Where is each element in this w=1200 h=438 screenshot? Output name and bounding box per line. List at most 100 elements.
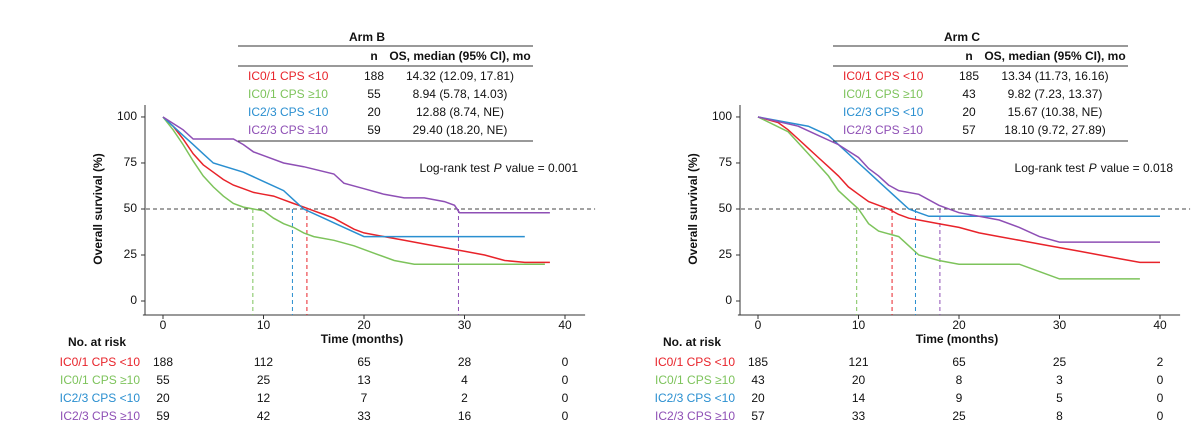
risk-count: 20 (156, 391, 170, 405)
risk-label: IC2/3 CPS ≥10 (60, 409, 140, 423)
survival-curve (162, 116, 525, 238)
y-axis-label: Overall survival (%) (686, 153, 700, 264)
risk-count: 112 (254, 355, 273, 369)
table-os: 12.88 (8.74, NE) (416, 105, 504, 119)
risk-count: 4 (461, 373, 468, 387)
risk-count: 188 (153, 355, 173, 369)
annotation-italic: P (494, 161, 502, 175)
table-title: Arm C (944, 30, 980, 44)
survival-curve (757, 116, 1160, 243)
risk-count: 2 (461, 391, 468, 405)
risk-count: 25 (257, 373, 271, 387)
legend-label: IC0/1 CPS ≥10 (248, 87, 328, 101)
risk-count: 14 (852, 391, 866, 405)
table-n: 185 (959, 69, 979, 83)
table-n: 20 (367, 105, 381, 119)
table-header: OS, median (95% CI), mo (389, 49, 530, 63)
table-n: 59 (367, 123, 381, 137)
risk-count: 0 (562, 391, 569, 405)
risk-count: 2 (1157, 355, 1164, 369)
risk-count: 57 (751, 409, 765, 423)
x-tick-label: 40 (1153, 318, 1167, 332)
y-tick-label: 50 (719, 201, 733, 215)
x-axis-label: Time (months) (916, 332, 998, 346)
table-n: 43 (962, 87, 976, 101)
risk-count: 33 (852, 409, 866, 423)
table-header: n (370, 49, 377, 63)
risk-title: No. at risk (68, 335, 126, 349)
x-tick-label: 30 (458, 318, 472, 332)
y-tick-label: 100 (712, 109, 732, 123)
risk-count: 9 (956, 391, 963, 405)
y-tick-label: 75 (719, 155, 733, 169)
legend-label: IC2/3 CPS ≥10 (248, 123, 328, 137)
x-tick-label: 20 (357, 318, 371, 332)
risk-label: IC0/1 CPS ≥10 (60, 373, 140, 387)
y-tick-label: 50 (124, 201, 138, 215)
risk-count: 42 (257, 409, 271, 423)
risk-title: No. at risk (663, 335, 721, 349)
survival-curve (757, 116, 1160, 264)
risk-count: 8 (1056, 409, 1063, 423)
table-os: 14.32 (12.09, 17.81) (406, 69, 514, 83)
risk-count: 0 (1157, 391, 1164, 405)
risk-count: 121 (848, 355, 868, 369)
table-os: 9.82 (7.23, 13.37) (1008, 87, 1103, 101)
table-n: 20 (962, 105, 976, 119)
x-tick-label: 10 (257, 318, 271, 332)
table-os: 8.94 (5.78, 14.03) (413, 87, 508, 101)
legend-label: IC0/1 CPS <10 (248, 69, 329, 83)
table-header: OS, median (95% CI), mo (984, 49, 1125, 63)
risk-count: 25 (952, 409, 966, 423)
risk-count: 65 (952, 355, 966, 369)
x-axis-label: Time (months) (321, 332, 403, 346)
y-tick-label: 0 (130, 293, 137, 307)
risk-count: 65 (357, 355, 371, 369)
risk-count: 25 (1053, 355, 1067, 369)
risk-count: 33 (357, 409, 371, 423)
survival-curve (162, 116, 545, 265)
table-n: 188 (364, 69, 384, 83)
x-tick-label: 0 (160, 318, 167, 332)
survival-curve (162, 116, 550, 214)
risk-count: 12 (257, 391, 271, 405)
annotation-text: Log-rank test (1015, 161, 1086, 175)
survival-curve (757, 116, 1160, 218)
risk-count: 7 (361, 391, 368, 405)
table-os: 18.10 (9.72, 27.89) (1004, 123, 1105, 137)
risk-count: 0 (1157, 409, 1164, 423)
legend-label: IC0/1 CPS <10 (843, 69, 924, 83)
risk-count: 13 (357, 373, 371, 387)
table-header: n (965, 49, 972, 63)
annotation-text: Log-rank test (420, 161, 491, 175)
risk-label: IC0/1 CPS ≥10 (655, 373, 735, 387)
survival-curve (162, 116, 550, 264)
annotation-text: value = 0.018 (1101, 161, 1174, 175)
risk-label: IC2/3 CPS ≥10 (655, 409, 735, 423)
y-tick-label: 0 (725, 293, 732, 307)
annotation-text: value = 0.001 (506, 161, 579, 175)
table-n: 57 (962, 123, 976, 137)
table-os: 13.34 (11.73, 16.16) (1001, 69, 1108, 83)
x-tick-label: 40 (558, 318, 572, 332)
legend-label: IC2/3 CPS <10 (843, 105, 924, 119)
x-tick-label: 20 (952, 318, 966, 332)
legend-label: IC0/1 CPS ≥10 (843, 87, 923, 101)
survival-curve (757, 116, 1140, 280)
risk-count: 5 (1056, 391, 1063, 405)
annotation-italic: P (1089, 161, 1097, 175)
table-os: 15.67 (10.38, NE) (1008, 105, 1103, 119)
risk-count: 8 (956, 373, 963, 387)
risk-count: 28 (458, 355, 472, 369)
legend-label: IC2/3 CPS ≥10 (843, 123, 923, 137)
risk-count: 43 (751, 373, 765, 387)
risk-count: 16 (458, 409, 472, 423)
y-tick-label: 100 (117, 109, 137, 123)
table-title: Arm B (349, 30, 385, 44)
table-os: 29.40 (18.20, NE) (413, 123, 508, 137)
x-tick-label: 10 (852, 318, 866, 332)
y-tick-label: 25 (124, 247, 138, 261)
y-axis-label: Overall survival (%) (91, 153, 105, 264)
